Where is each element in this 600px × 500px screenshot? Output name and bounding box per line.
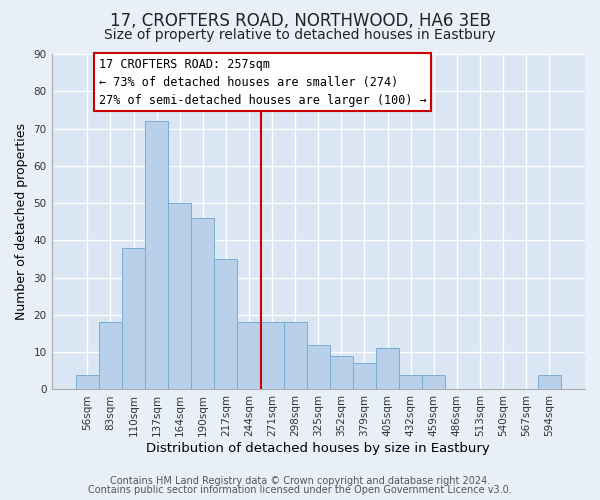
Text: 17 CROFTERS ROAD: 257sqm
← 73% of detached houses are smaller (274)
27% of semi-: 17 CROFTERS ROAD: 257sqm ← 73% of detach… [99,58,427,106]
Bar [538,374,561,390]
Text: 17, CROFTERS ROAD, NORTHWOOD, HA6 3EB: 17, CROFTERS ROAD, NORTHWOOD, HA6 3EB [110,12,491,30]
Bar [99,322,122,390]
Bar [168,203,191,390]
Bar [145,121,168,390]
Bar [422,374,445,390]
Bar [122,248,145,390]
X-axis label: Distribution of detached houses by size in Eastbury: Distribution of detached houses by size … [146,442,490,455]
Bar [260,322,284,390]
Bar [214,259,238,390]
Bar [399,374,422,390]
Y-axis label: Number of detached properties: Number of detached properties [15,123,28,320]
Bar [376,348,399,390]
Text: Contains public sector information licensed under the Open Government Licence v3: Contains public sector information licen… [88,485,512,495]
Bar [284,322,307,390]
Bar [330,356,353,390]
Bar [238,322,260,390]
Bar [307,344,330,390]
Text: Size of property relative to detached houses in Eastbury: Size of property relative to detached ho… [104,28,496,42]
Bar [76,374,99,390]
Bar [353,364,376,390]
Text: Contains HM Land Registry data © Crown copyright and database right 2024.: Contains HM Land Registry data © Crown c… [110,476,490,486]
Bar [191,218,214,390]
